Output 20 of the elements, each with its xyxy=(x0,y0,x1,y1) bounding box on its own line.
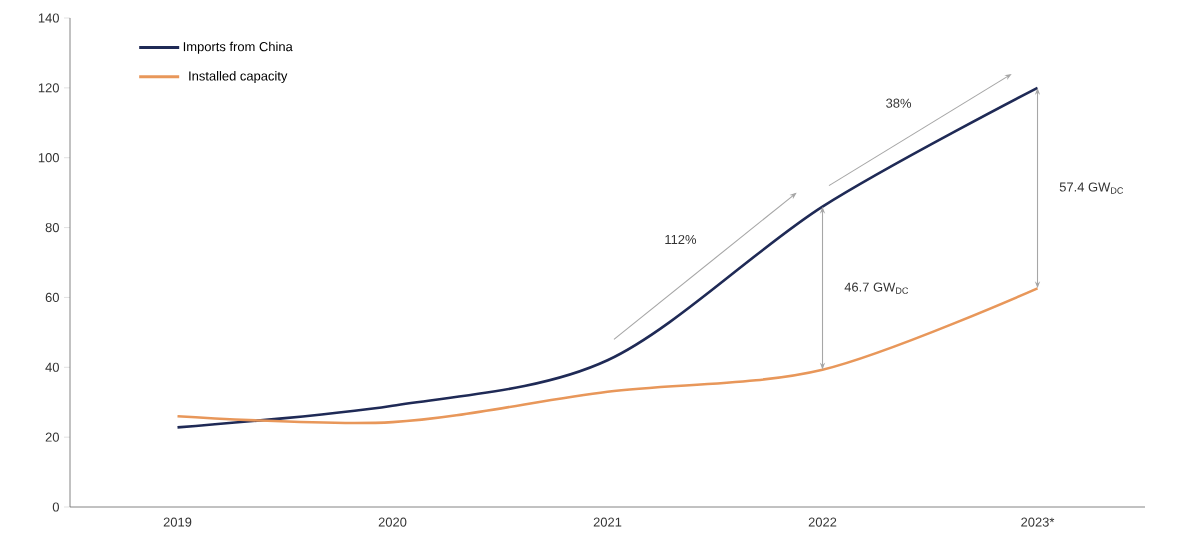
legend-label: Installed capacity xyxy=(189,71,288,84)
y-tick-label: 0 xyxy=(52,502,59,512)
annotation: 38% xyxy=(886,98,912,108)
y-tick-label: 80 xyxy=(45,222,59,233)
y-tick-label: 60 xyxy=(45,292,59,303)
y-tick-label: 100 xyxy=(38,153,59,163)
annotation: 46.7 GW$_{DC}$ xyxy=(844,282,909,294)
y-tick-label: 120 xyxy=(38,83,59,93)
y-tick-label: 140 xyxy=(38,13,59,23)
line-series xyxy=(176,86,1039,429)
annotation: 57.4 GW$_{DC}$ xyxy=(1059,182,1124,194)
x-tick-label: 2023* xyxy=(1021,517,1055,527)
x-tick-label: 2020 xyxy=(378,517,407,527)
x-tick-label: 2022 xyxy=(808,517,837,527)
annotation: 112% xyxy=(665,234,697,245)
x-tick-label: 2019 xyxy=(163,517,192,527)
y-tick-label: 20 xyxy=(45,432,59,442)
x-tick-label: 2021 xyxy=(593,517,622,527)
y-tick-label: 40 xyxy=(45,362,59,372)
legend-label: Imports from China xyxy=(183,41,293,54)
